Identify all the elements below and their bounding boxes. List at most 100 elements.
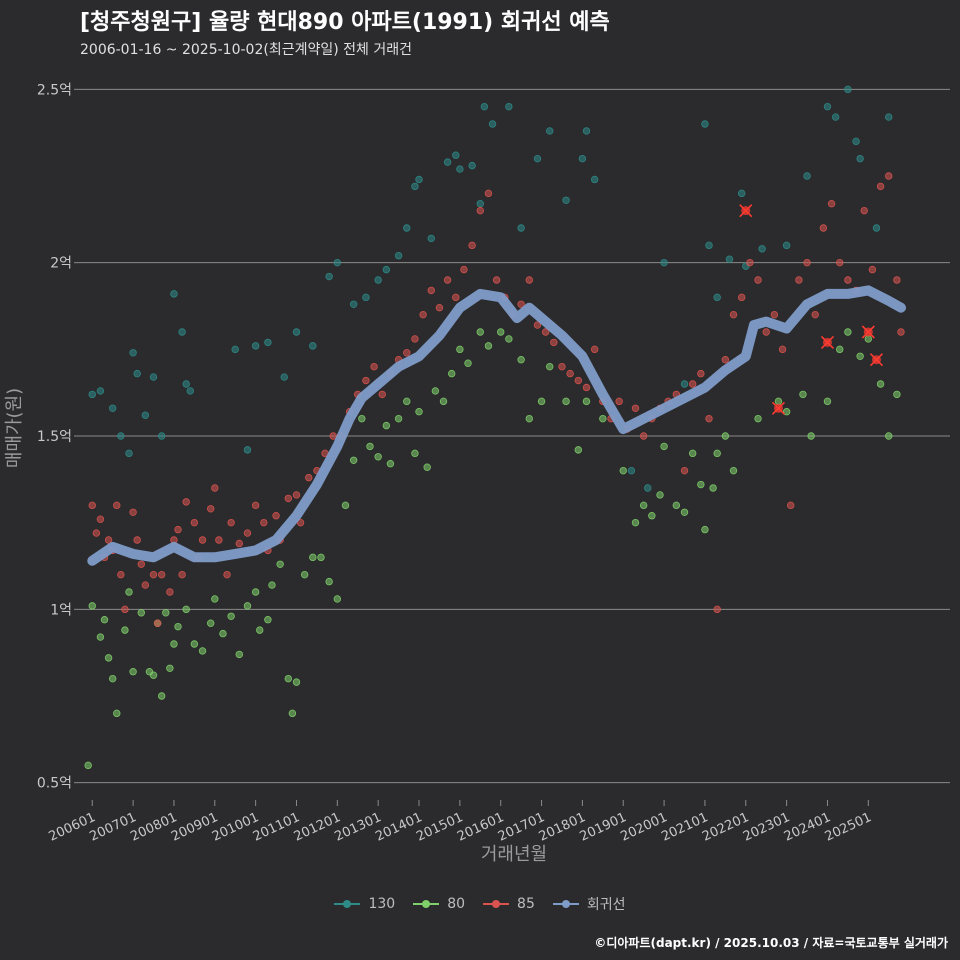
point-80 [162, 609, 170, 617]
point-85 [737, 293, 746, 302]
point-85 [492, 276, 501, 284]
x-tick-label: 201401 [373, 810, 424, 845]
point-130 [231, 345, 239, 354]
point-80 [864, 335, 873, 343]
point-80 [876, 380, 885, 388]
legend-item-85[interactable]: 85 [483, 894, 535, 914]
chart-subtitle: 2006-01-16 ~ 2025-10-02(최근계약일) 전체 거래건 [80, 42, 412, 58]
point-85 [541, 328, 550, 336]
point-130 [476, 200, 484, 208]
point-85 [284, 494, 293, 503]
point-80 [394, 414, 403, 423]
x-tick-label: 201901 [578, 810, 629, 845]
x-tick-label: 202501 [823, 810, 874, 845]
point-80 [264, 616, 272, 624]
point-130 [737, 189, 746, 198]
point-85 [566, 369, 574, 378]
x-tick-label: 201801 [537, 810, 588, 845]
point-80 [807, 432, 815, 440]
legend-item-trend[interactable]: 회귀선 [552, 894, 626, 914]
x-tick-label: 200701 [87, 810, 138, 845]
y-tick-label: 2억 [50, 256, 72, 272]
point-85 [582, 383, 591, 392]
x-tick-label: 200801 [128, 810, 179, 845]
point-85 [235, 539, 243, 548]
point-130 [394, 252, 403, 260]
point-130 [141, 411, 150, 419]
point-80 [358, 414, 366, 423]
point-80 [96, 633, 105, 641]
x-tick-label: 201201 [292, 810, 343, 845]
x-axis-ticks: 2006012007012008012009012010012011012012… [47, 800, 874, 845]
x-tick-label: 202201 [700, 810, 751, 845]
legend-item-130[interactable]: 130 [334, 894, 395, 914]
point-130 [415, 175, 423, 184]
recent-trade-cross [820, 335, 835, 349]
point-85 [897, 328, 905, 336]
x-tick-label: 200601 [47, 810, 98, 845]
point-85 [133, 536, 141, 544]
point-85 [795, 276, 803, 284]
point-80 [284, 674, 293, 683]
legend-label: 130 [368, 896, 396, 912]
point-85 [178, 570, 186, 579]
legend-key-80-icon [413, 899, 440, 909]
point-130 [443, 158, 452, 166]
point-80 [182, 605, 190, 614]
point-80 [464, 359, 472, 367]
point-85 [525, 276, 533, 284]
point-85 [211, 484, 219, 492]
point-130 [803, 172, 811, 180]
x-tick-label: 202001 [618, 810, 669, 845]
point-130 [411, 182, 419, 191]
point-85 [174, 525, 182, 534]
x-tick-label: 200901 [169, 810, 220, 845]
x-axis-label: 거래년월 [481, 844, 547, 865]
point-130 [170, 290, 178, 298]
point-85 [615, 397, 623, 406]
recent-trade-markers [739, 204, 884, 415]
recent-trade-cross [861, 325, 875, 339]
point-130 [590, 175, 599, 184]
point-80 [211, 595, 219, 603]
point-85 [96, 515, 105, 523]
point-80 [599, 414, 607, 423]
point-80 [137, 609, 145, 617]
point-80 [317, 553, 325, 562]
credit-text: ©디아파트(dapt.kr) / 2025.10.03 / 자료=국토교통부 실… [594, 936, 948, 950]
x-tick-label: 202401 [782, 810, 833, 845]
point-80 [484, 342, 493, 350]
point-80 [300, 570, 309, 579]
point-80 [219, 629, 227, 638]
point-130 [546, 127, 554, 135]
point-80 [235, 650, 243, 659]
point-130 [562, 196, 570, 204]
point-85 [362, 376, 370, 385]
point-130 [157, 432, 166, 440]
point-130 [844, 85, 852, 94]
point-80 [288, 709, 297, 718]
point-130 [362, 293, 370, 302]
legend-item-80[interactable]: 80 [413, 894, 465, 914]
point-80 [243, 602, 252, 610]
point-85 [778, 345, 787, 354]
point-130 [533, 154, 542, 163]
point-80 [582, 397, 591, 406]
point-80 [885, 432, 893, 440]
point-85 [272, 512, 280, 520]
point-80 [782, 408, 791, 416]
point-85 [460, 265, 468, 274]
point-85 [713, 605, 721, 614]
point-80 [382, 421, 391, 430]
point-85 [104, 536, 113, 544]
point-130 [782, 241, 791, 250]
point-85 [88, 501, 96, 510]
x-tick-label: 202301 [741, 810, 792, 845]
point-80 [349, 456, 358, 464]
point-80 [121, 626, 129, 634]
point-85 [860, 206, 868, 215]
point-85 [251, 501, 260, 510]
point-80 [688, 449, 697, 458]
point-130 [333, 258, 342, 267]
point-130 [758, 245, 766, 253]
